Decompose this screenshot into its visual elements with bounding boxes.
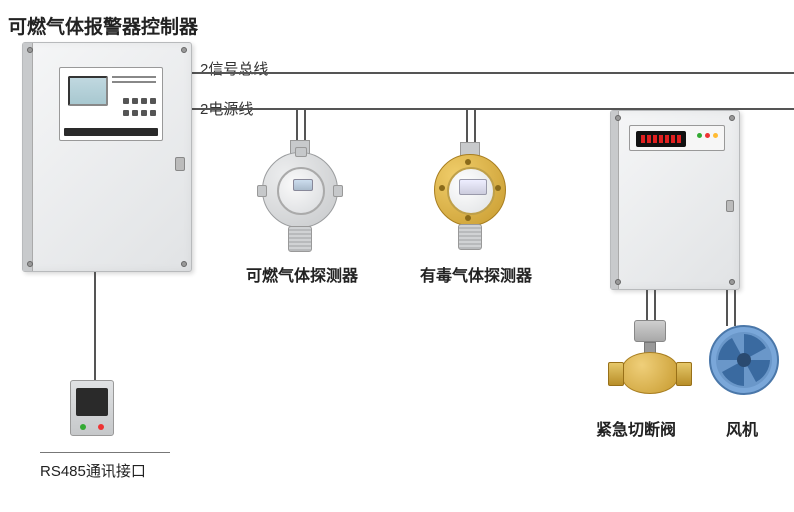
fan-label: 风机: [726, 416, 758, 440]
toxic-detector-label: 有毒气体探测器: [420, 262, 532, 286]
controller-cabinet: [22, 42, 192, 272]
shutoff-valve: [608, 320, 692, 410]
valve-label: 紧急切断阀: [596, 416, 676, 440]
det2-wire-a: [466, 108, 468, 146]
det2-wire-b: [474, 108, 476, 146]
diagram-title: 可燃气体报警器控制器: [8, 12, 198, 39]
hinge: [23, 43, 33, 271]
lock-icon: [726, 200, 734, 212]
controller-buttons: [123, 98, 156, 104]
fan-icon: [708, 324, 780, 396]
output-controller: [610, 110, 740, 290]
rs485-label: RS485通讯接口: [40, 460, 146, 481]
combustible-detector-label: 可燃气体探测器: [246, 262, 358, 286]
controller-buttons-2: [123, 110, 156, 116]
rs485-drop-wire: [94, 272, 96, 380]
controller-lcd: [68, 76, 108, 106]
toxic-detector: [434, 142, 506, 248]
controller-text: [112, 76, 156, 86]
signal-bus-wire: [192, 72, 794, 74]
fan-wire-a: [726, 290, 728, 326]
rs485-module: [70, 380, 114, 436]
output-display-panel: [629, 125, 725, 151]
lock-icon: [175, 157, 185, 171]
fan: [708, 324, 780, 396]
rs485-underline: [40, 452, 170, 453]
signal-bus-label: 2信号总线: [200, 58, 268, 79]
combustible-detector: [262, 140, 338, 250]
hinge-small: [611, 111, 619, 289]
det1-wire-a: [296, 108, 298, 144]
controller-panel: [59, 67, 163, 141]
fan-wire-b: [734, 290, 736, 326]
panel-strip: [64, 128, 158, 136]
det1-wire-b: [304, 108, 306, 144]
